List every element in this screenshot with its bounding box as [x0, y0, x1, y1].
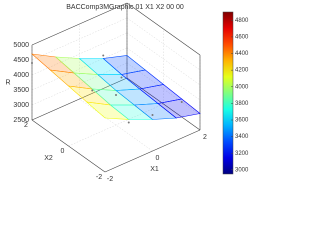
y-tick-label: -2 — [96, 174, 102, 181]
data-point — [151, 114, 154, 116]
colorbar-tick-label: 4000 — [235, 84, 249, 90]
colorbar-tick-label: 3400 — [235, 134, 249, 140]
colorbar-tick-label: 4200 — [235, 68, 249, 74]
data-point — [91, 89, 94, 92]
surface-cell — [102, 55, 146, 75]
y-axis-label: X2 — [44, 155, 53, 162]
colorbar-tick-label: 4800 — [235, 18, 249, 24]
data-point — [102, 54, 105, 57]
data-point — [31, 62, 33, 64]
axis-line — [31, 119, 106, 173]
z-tick-label: 3000 — [13, 102, 29, 109]
colorbar-tick-label: 4600 — [235, 35, 249, 41]
z-tick-label: 2500 — [13, 117, 29, 124]
z-tick-label: 4500 — [13, 57, 29, 64]
colorbar — [222, 11, 234, 175]
data-point — [115, 94, 117, 96]
chart: BACComp3MGraphic 01 X1 X2 00 00 2500 3000… — [5, 2, 249, 183]
axis-line — [104, 129, 201, 173]
y-tick-label: 0 — [61, 148, 65, 155]
colorbar-tick-label: 4400 — [235, 51, 249, 57]
x-tick-label: 0 — [156, 155, 160, 162]
axis-line — [126, 2, 201, 56]
x-tick-label: 2 — [203, 134, 207, 141]
z-tick-label: 5000 — [13, 42, 29, 49]
z-tick-label: 4000 — [13, 72, 29, 79]
axis-line — [31, 77, 128, 121]
z-tick-label: 3500 — [13, 87, 29, 94]
colorbar-tick-label: 3800 — [235, 101, 249, 107]
x-axis-label: X1 — [150, 166, 159, 173]
axis-line — [31, 2, 128, 46]
grid-line — [68, 103, 164, 147]
chart-title: BACComp3MGraphic 01 X1 X2 00 00 — [66, 4, 184, 11]
x-tick-label: -2 — [107, 176, 113, 183]
data-point — [180, 101, 183, 103]
colorbar-tick-label: 3200 — [235, 151, 249, 157]
y-tick-label: 2 — [24, 122, 28, 129]
colorbar-tick-label: 3000 — [235, 167, 249, 173]
data-point — [127, 121, 130, 124]
z-axis-label: R — [5, 79, 10, 86]
colorbar-tick-label: 3600 — [235, 118, 249, 124]
axis-line — [126, 77, 201, 131]
data-point — [120, 76, 123, 79]
